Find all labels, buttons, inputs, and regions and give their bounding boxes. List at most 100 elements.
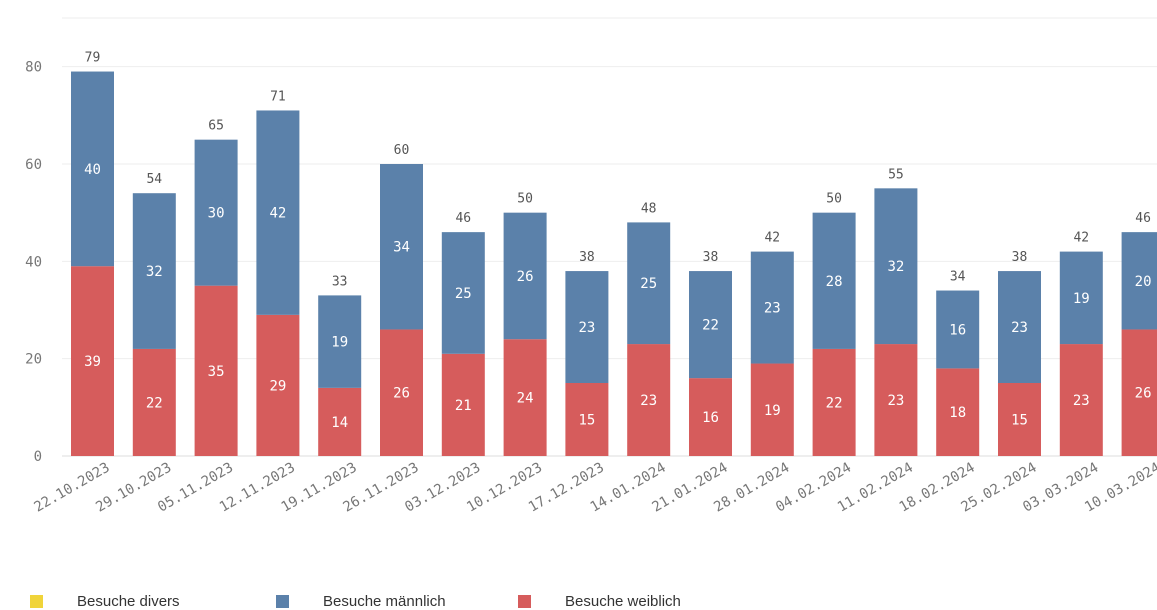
bar-segment-maennlich[interactable] [874, 188, 918, 345]
bar-segment-maennlich[interactable] [441, 232, 485, 354]
bar-segment-weiblich[interactable] [627, 344, 671, 456]
bar-segment-weiblich[interactable] [812, 348, 856, 456]
bar-segment-maennlich[interactable] [256, 110, 300, 315]
bar-group: 26 20 46 [1121, 211, 1157, 456]
data-label: 23 [764, 301, 781, 317]
bar-segment-maennlich[interactable] [936, 290, 980, 369]
total-label: 42 [1073, 231, 1089, 246]
bar-segment-weiblich[interactable] [689, 378, 732, 456]
legend-item-maennlich[interactable]: Besuche männlich [276, 592, 446, 610]
total-label: 50 [517, 192, 533, 207]
y-tick-label: 80 [25, 60, 42, 76]
bar-segment-maennlich[interactable] [812, 212, 856, 349]
total-label: 42 [764, 231, 780, 246]
data-label: 19 [1073, 291, 1090, 307]
bar-segment-weiblich[interactable] [503, 339, 547, 456]
total-label: 60 [394, 143, 410, 158]
data-label: 23 [578, 320, 595, 336]
bar-group: 22 32 54 [132, 172, 176, 456]
bar-group: 16 22 38 [689, 250, 732, 456]
data-label: 32 [146, 264, 163, 280]
bar-segment-maennlich[interactable] [1121, 232, 1157, 330]
data-label: 42 [269, 206, 286, 222]
bar-segment-maennlich[interactable] [565, 271, 609, 383]
data-label: 26 [393, 386, 410, 402]
bar-segment-weiblich[interactable] [1121, 329, 1157, 456]
bar-group: 15 23 38 [565, 250, 609, 456]
bar-segment-maennlich[interactable] [318, 295, 362, 388]
bar-group: 23 32 55 [874, 167, 918, 456]
total-label: 54 [146, 172, 162, 187]
bar-group: 29 42 71 [256, 89, 300, 456]
bar-group: 22 28 50 [812, 192, 856, 456]
bar-segment-weiblich[interactable] [441, 353, 485, 456]
data-label: 25 [640, 276, 657, 292]
data-label: 30 [208, 206, 225, 222]
y-axis: 0 20 40 60 80 [25, 60, 42, 465]
data-label: 23 [887, 393, 904, 409]
total-label: 79 [85, 51, 101, 66]
x-axis: 22.10.202329.10.202305.11.202312.11.2023… [31, 460, 1157, 516]
data-label: 23 [1073, 393, 1090, 409]
bars: 39 40 79 22 32 54 35 30 65 29 42 71 14 19 33 26 34 60 21 25… [71, 51, 1157, 456]
data-label: 40 [84, 162, 101, 178]
data-label: 26 [517, 269, 534, 285]
legend-item-weiblich[interactable]: Besuche weiblich [518, 592, 681, 610]
bar-group: 15 23 38 [998, 250, 1041, 456]
data-label: 34 [393, 240, 410, 256]
legend-swatch-divers [30, 594, 43, 608]
bar-group: 18 16 34 [936, 270, 980, 456]
bar-segment-weiblich[interactable] [380, 329, 423, 456]
data-label: 23 [1011, 320, 1028, 336]
bar-segment-maennlich[interactable] [1059, 251, 1103, 345]
data-label: 16 [949, 322, 966, 338]
gridlines [62, 17, 1157, 457]
bar-segment-weiblich[interactable] [1059, 344, 1103, 456]
bar-segment-maennlich[interactable] [750, 251, 794, 364]
total-label: 38 [703, 250, 719, 265]
data-label: 15 [1011, 413, 1028, 429]
bar-segment-weiblich[interactable] [194, 285, 238, 456]
bar-segment-weiblich[interactable] [318, 387, 362, 456]
bar-segment-weiblich[interactable] [936, 368, 980, 456]
bar-segment-maennlich[interactable] [503, 212, 547, 340]
bar-segment-maennlich[interactable] [998, 271, 1041, 383]
data-label: 35 [208, 364, 225, 380]
bar-group: 23 19 42 [1059, 231, 1103, 456]
total-label: 71 [270, 89, 286, 104]
bar-segment-weiblich[interactable] [256, 314, 300, 456]
total-label: 55 [888, 167, 904, 182]
bar-segment-weiblich[interactable] [132, 348, 176, 456]
legend: Besuche divers Besuche männlich Besuche … [0, 592, 1157, 610]
legend-label-weiblich: Besuche weiblich [565, 592, 681, 610]
bar-segment-weiblich[interactable] [874, 344, 918, 456]
data-label: 26 [1135, 386, 1152, 402]
data-label: 25 [455, 286, 472, 302]
total-label: 50 [826, 192, 842, 207]
bar-segment-maennlich[interactable] [380, 164, 423, 330]
bar-segment-weiblich[interactable] [998, 383, 1041, 456]
y-tick-label: 60 [25, 157, 42, 173]
bar-segment-maennlich[interactable] [132, 193, 176, 349]
data-label: 19 [764, 403, 781, 419]
data-label: 28 [826, 274, 843, 290]
bar-segment-weiblich[interactable] [565, 383, 609, 456]
bar-group: 21 25 46 [441, 211, 485, 456]
legend-swatch-maennlich [276, 594, 289, 608]
data-label: 19 [331, 335, 348, 351]
bar-segment-maennlich[interactable] [689, 271, 732, 379]
data-label: 14 [331, 415, 348, 431]
bar-segment-weiblich[interactable] [71, 266, 114, 456]
bar-group: 35 30 65 [194, 119, 238, 456]
legend-item-divers[interactable]: Besuche divers [30, 592, 180, 610]
bar-segment-maennlich[interactable] [627, 222, 671, 345]
total-label: 48 [641, 201, 657, 216]
data-label: 15 [578, 413, 595, 429]
bar-segment-maennlich[interactable] [71, 71, 114, 267]
bar-group: 24 26 50 [503, 192, 547, 456]
data-label: 22 [702, 318, 719, 334]
data-label: 22 [826, 395, 843, 411]
total-label: 33 [332, 274, 348, 289]
bar-segment-maennlich[interactable] [194, 139, 238, 286]
bar-segment-weiblich[interactable] [750, 363, 794, 456]
